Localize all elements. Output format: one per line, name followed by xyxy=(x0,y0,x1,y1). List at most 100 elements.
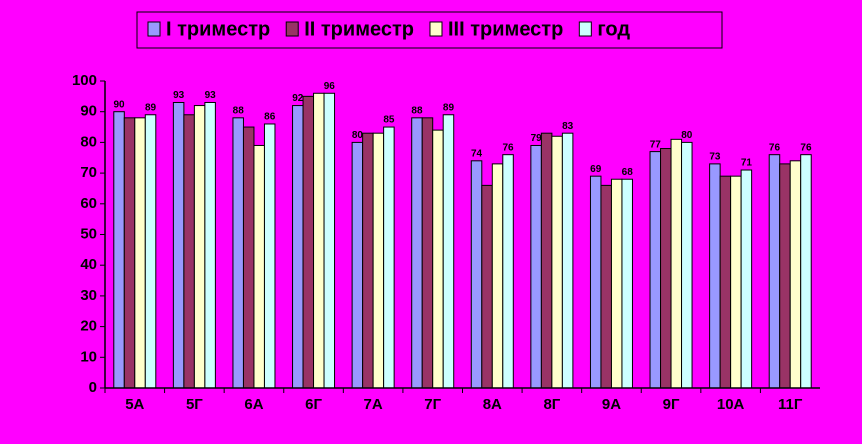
bar xyxy=(730,175,742,389)
bar xyxy=(589,175,602,389)
legend-label: I триместр xyxy=(166,18,270,40)
x-tick-label: 5А xyxy=(125,396,144,413)
x-tick-label: 9Г xyxy=(663,396,680,413)
bar xyxy=(470,160,483,389)
bar xyxy=(491,163,504,389)
bar xyxy=(740,169,753,389)
data-label: 77 xyxy=(650,139,662,150)
y-tick-label: 0 xyxy=(89,379,97,396)
bar xyxy=(660,148,672,389)
data-label: 85 xyxy=(383,115,395,126)
data-label: 89 xyxy=(443,102,455,113)
bar xyxy=(432,129,444,389)
data-label: 76 xyxy=(800,142,812,153)
bar xyxy=(481,184,493,389)
legend-swatch xyxy=(578,21,592,37)
bar xyxy=(551,135,563,389)
bar xyxy=(183,114,195,389)
bar xyxy=(530,144,542,389)
bar xyxy=(313,92,325,389)
bar xyxy=(442,114,455,389)
y-tick-label: 30 xyxy=(80,287,97,304)
bar xyxy=(204,101,216,389)
x-tick-label: 10А xyxy=(717,396,745,413)
bar xyxy=(421,117,434,389)
legend-swatch xyxy=(285,21,299,37)
bar xyxy=(411,117,423,389)
x-tick-label: 6А xyxy=(244,396,263,413)
bar xyxy=(561,132,574,389)
bar xyxy=(263,123,276,389)
bar xyxy=(621,178,633,389)
y-tick-label: 70 xyxy=(80,164,97,181)
bar xyxy=(144,114,157,389)
bar xyxy=(372,132,385,389)
data-label: 88 xyxy=(411,105,423,116)
bar xyxy=(232,117,244,389)
x-tick-label: 7А xyxy=(364,396,383,413)
legend-label: III триместр xyxy=(448,18,563,40)
x-tick-label: 9А xyxy=(602,396,621,413)
data-label: 69 xyxy=(590,164,602,175)
x-tick-label: 11Г xyxy=(778,396,803,413)
bar xyxy=(709,163,721,389)
bar xyxy=(292,105,304,389)
x-tick-label: 8Г xyxy=(543,396,560,413)
y-tick-label: 90 xyxy=(80,103,97,120)
bar xyxy=(242,126,255,389)
bar xyxy=(362,132,374,389)
bar xyxy=(719,175,732,389)
data-label: 80 xyxy=(681,130,693,141)
y-tick-label: 50 xyxy=(80,225,97,242)
data-label: 71 xyxy=(741,158,753,169)
data-label: 83 xyxy=(562,121,574,132)
data-label: 74 xyxy=(471,148,483,159)
data-label: 93 xyxy=(205,90,217,101)
x-tick-label: 5Г xyxy=(186,396,203,413)
bar xyxy=(193,105,206,389)
legend-box xyxy=(136,11,723,49)
x-tick-label: 8А xyxy=(483,396,502,413)
bar xyxy=(172,101,185,389)
bar xyxy=(649,151,662,389)
legend-label: год xyxy=(597,18,630,40)
bar xyxy=(113,111,125,389)
data-label: 73 xyxy=(709,152,721,163)
bar xyxy=(670,138,683,389)
data-label: 76 xyxy=(502,142,514,153)
bar xyxy=(800,154,812,389)
legend-label: II триместр xyxy=(304,18,414,40)
bar xyxy=(789,160,802,389)
bar xyxy=(351,141,364,389)
bar xyxy=(779,163,791,389)
bar xyxy=(600,184,612,389)
data-label: 92 xyxy=(292,93,304,104)
data-label: 80 xyxy=(352,130,364,141)
y-tick-label: 100 xyxy=(72,72,97,89)
y-tick-label: 40 xyxy=(80,256,97,273)
x-tick-label: 6Г xyxy=(305,396,322,413)
bar xyxy=(768,154,781,389)
bar xyxy=(681,141,693,389)
data-label: 93 xyxy=(173,90,185,101)
y-tick-label: 60 xyxy=(80,195,97,212)
bar xyxy=(502,154,514,389)
bar xyxy=(540,132,553,389)
bar xyxy=(134,117,146,389)
data-label: 76 xyxy=(769,142,781,153)
data-label: 86 xyxy=(264,112,276,123)
bar xyxy=(383,126,395,389)
y-tick-label: 20 xyxy=(80,318,97,335)
y-tick-label: 10 xyxy=(80,348,97,365)
data-label: 96 xyxy=(324,81,336,92)
bar xyxy=(123,117,136,389)
bar xyxy=(302,95,315,389)
data-label: 79 xyxy=(531,133,543,144)
bar xyxy=(610,178,623,389)
y-tick-label: 80 xyxy=(80,133,97,150)
data-label: 90 xyxy=(113,99,125,110)
data-label: 68 xyxy=(622,167,634,178)
data-label: 88 xyxy=(233,105,245,116)
data-label: 89 xyxy=(145,102,157,113)
